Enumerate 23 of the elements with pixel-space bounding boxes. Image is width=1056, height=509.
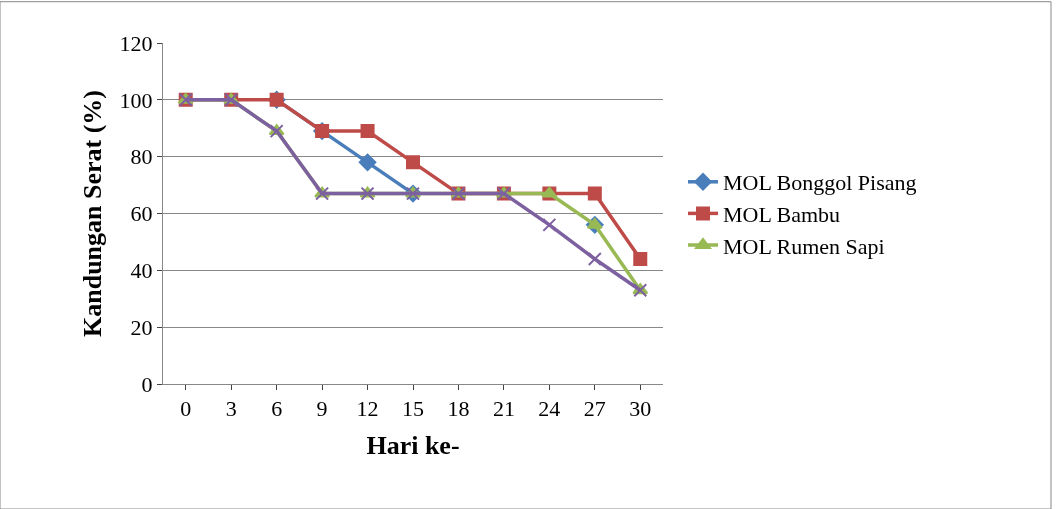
y-tick-label: 60 (130, 201, 153, 227)
x-tick-label: 15 (402, 396, 424, 422)
y-tick-label: 20 (130, 314, 153, 340)
x-tick-label: 9 (316, 396, 328, 422)
legend-label: MOL Rumen Sapi (723, 233, 885, 259)
x-tick-label: 27 (583, 396, 606, 422)
y-tick-label: 40 (130, 258, 153, 284)
y-tick-label: 80 (130, 144, 153, 170)
y-tick-label: 120 (119, 30, 153, 56)
x-tick-label: 21 (492, 396, 515, 422)
x-tick-label: 18 (447, 396, 470, 422)
legend-label: MOL Bambu (723, 201, 841, 227)
x-tick-label: 0 (180, 396, 192, 422)
x-tick-label: 30 (629, 396, 652, 422)
y-tick-label: 100 (119, 87, 153, 113)
y-axis-title: Kandungan Serat (%) (78, 89, 107, 338)
legend-label: MOL Bonggol Pisang (723, 170, 917, 196)
x-tick-label: 12 (356, 396, 379, 422)
y-tick-label: 0 (141, 371, 153, 397)
x-tick-label: 6 (271, 396, 283, 422)
x-axis-title: Hari ke- (366, 431, 460, 461)
x-tick-label: 3 (225, 396, 237, 422)
x-tick-label: 24 (538, 396, 561, 422)
